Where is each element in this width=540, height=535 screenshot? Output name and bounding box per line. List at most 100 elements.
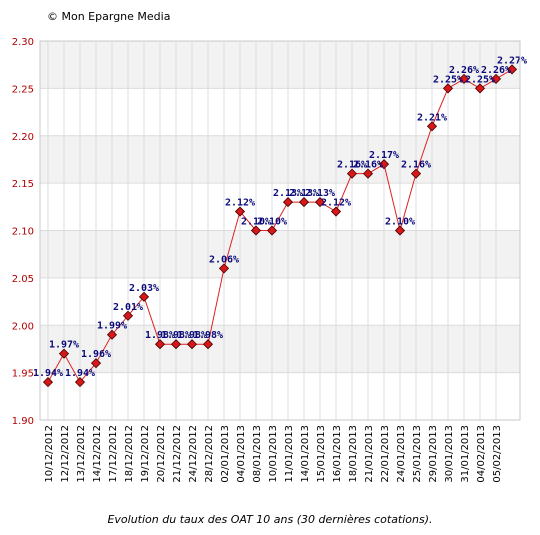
data-point-marker: [74, 377, 86, 388]
data-label: 2.13%: [289, 188, 319, 199]
y-tick-label: 1.90: [12, 416, 34, 427]
data-point-marker: [362, 168, 374, 179]
x-tick-label: 24/12/2012: [188, 425, 199, 483]
data-point-marker: [346, 168, 358, 179]
data-label: 2.17%: [369, 150, 399, 161]
x-tick-label: 20/12/2012: [156, 425, 167, 483]
data-point-marker: [410, 168, 422, 179]
x-tick-label: 04/01/2013: [236, 425, 247, 483]
data-label: 2.21%: [417, 112, 447, 123]
data-point-marker: [314, 197, 326, 208]
data-label: 2.12%: [321, 198, 351, 209]
data-label: 2.10%: [257, 217, 287, 228]
data-point-marker: [58, 348, 70, 359]
series-polyline: [47, 68, 513, 383]
data-label: 1.98%: [161, 330, 191, 341]
data-point-marker: [474, 83, 486, 94]
data-labels: 1.94% 1.97% 1.94% 1.96% 1.99% 2.01% 2.03% 1.98%…: [33, 55, 527, 379]
data-point-marker: [490, 73, 502, 84]
x-tick-label: 21/12/2012: [172, 425, 183, 483]
background-band: [40, 41, 520, 89]
data-point-marker: [282, 197, 294, 208]
data-label: 2.13%: [305, 188, 335, 199]
y-tick-label: 2.30: [12, 37, 34, 48]
x-tick-label: 22/01/2013: [380, 425, 391, 483]
x-tick-label: 12/12/2012: [60, 425, 71, 483]
data-label: 2.10%: [241, 217, 271, 228]
y-tick-label: 2.00: [12, 321, 34, 332]
data-label: 2.26%: [449, 65, 479, 76]
x-tick-label: 11/01/2013: [284, 425, 295, 483]
x-tick-label: 25/01/2013: [412, 425, 423, 483]
x-tick-label: 13/12/2012: [76, 425, 87, 483]
x-tick-label: 10/01/2013: [268, 425, 279, 483]
data-label: 2.12%: [225, 198, 255, 209]
x-tick-label: 14/01/2013: [300, 425, 311, 483]
data-point-marker: [90, 358, 102, 369]
data-label: 1.94%: [33, 368, 63, 379]
data-label: 2.25%: [433, 74, 463, 85]
x-tick-label: 19/12/2012: [140, 425, 151, 483]
x-tick-label: 02/01/2013: [220, 425, 231, 483]
data-point-marker: [394, 225, 406, 236]
data-label: 1.98%: [145, 330, 175, 341]
y-tick-label: 2.05: [12, 274, 34, 285]
x-tick-label: 28/12/2012: [204, 425, 215, 483]
background-band: [40, 230, 520, 278]
x-tick-label: 15/01/2013: [316, 425, 327, 483]
data-label: 2.26%: [481, 65, 511, 76]
data-point-marker: [266, 225, 278, 236]
background-band: [40, 325, 520, 373]
plot-frame: [39, 40, 521, 421]
data-label: 2.16%: [337, 160, 367, 171]
data-point-marker: [298, 197, 310, 208]
y-axis-tick-labels: 1.90 1.95 2.00 2.05 2.10 2.15 2.20 2.25 2.30: [12, 37, 34, 427]
data-point-marker: [234, 206, 246, 217]
data-point-marker: [202, 339, 214, 350]
x-tick-label: 18/01/2013: [348, 425, 359, 483]
x-tick-label: 31/01/2013: [460, 425, 471, 483]
x-tick-label: 16/01/2013: [332, 425, 343, 483]
data-point-marker: [442, 83, 454, 94]
data-point-marker: [122, 310, 134, 321]
data-label: 2.01%: [113, 302, 143, 313]
y-tick-label: 2.25: [12, 84, 34, 95]
data-label: 2.25%: [465, 74, 495, 85]
series-markers: [42, 64, 518, 388]
data-point-marker: [42, 377, 54, 388]
data-label: 2.06%: [209, 254, 239, 265]
y-tick-label: 2.15: [12, 179, 34, 190]
data-label: 1.94%: [65, 368, 95, 379]
data-label: 1.98%: [193, 330, 223, 341]
y-tick-label: 1.95: [12, 369, 34, 380]
data-label: 2.16%: [353, 160, 383, 171]
x-tick-label: 29/01/2013: [428, 425, 439, 483]
background-bands: [40, 41, 520, 373]
data-point-marker: [138, 291, 150, 302]
x-tick-label: 04/02/2013: [476, 425, 487, 483]
x-tick-label: 17/12/2012: [108, 425, 119, 483]
data-label: 2.03%: [129, 283, 159, 294]
y-tick-label: 2.20: [12, 132, 34, 143]
data-point-marker: [218, 263, 230, 274]
x-tick-label: 08/01/2013: [252, 425, 263, 483]
x-tick-label: 05/02/2013: [492, 425, 503, 483]
data-label: 2.13%: [273, 188, 303, 199]
data-point-marker: [170, 339, 182, 350]
data-point-marker: [426, 121, 438, 132]
x-tick-label: 30/01/2013: [444, 425, 455, 483]
data-label: 1.97%: [49, 340, 79, 351]
data-label: 2.10%: [385, 217, 415, 228]
x-tick-label: 21/01/2013: [364, 425, 375, 483]
data-label: 2.16%: [401, 160, 431, 171]
data-point-marker: [330, 206, 342, 217]
data-label: 1.96%: [81, 349, 111, 360]
x-tick-label: 10/12/2012: [44, 425, 55, 483]
data-point-marker: [106, 329, 118, 340]
data-point-marker: [154, 339, 166, 350]
x-tick-label: 14/12/2012: [92, 425, 103, 483]
data-label: 2.27%: [497, 55, 527, 66]
x-axis-tick-labels: 10/12/2012 12/12/2012 13/12/2012 14/12/2012…: [44, 425, 503, 483]
